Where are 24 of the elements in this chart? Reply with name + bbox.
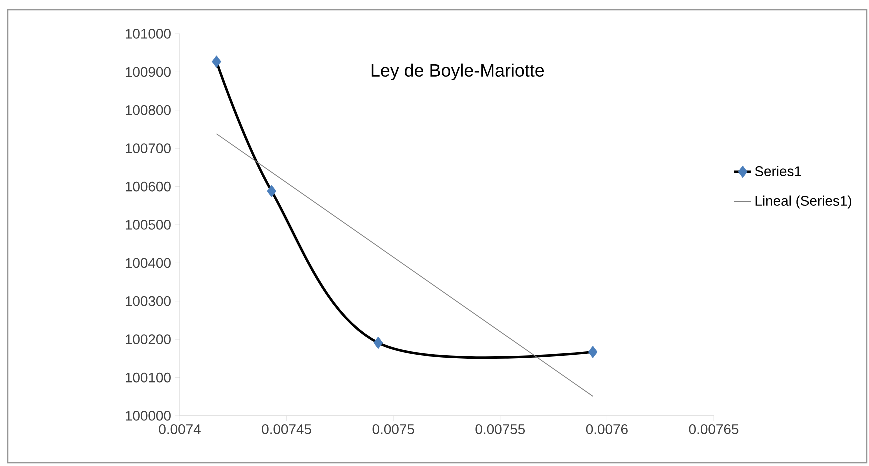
y-tick-label: 100800 bbox=[126, 105, 171, 116]
y-tick-label: 100400 bbox=[126, 258, 171, 268]
y-tick-label: 100700 bbox=[126, 144, 171, 154]
y-tick-label: 100000 bbox=[126, 411, 171, 421]
y-tick-label: 100900 bbox=[126, 67, 171, 78]
x-tick-label: 0.00755 bbox=[476, 424, 526, 434]
point bbox=[588, 346, 598, 358]
point bbox=[374, 336, 384, 350]
x-tick-label: 0.0074 bbox=[159, 424, 201, 434]
legend-label: Series1 bbox=[755, 166, 802, 176]
point bbox=[212, 56, 222, 68]
legend-label: Lineal (Series1) bbox=[756, 196, 852, 209]
y-tick-label: 100300 bbox=[126, 296, 171, 306]
x-tick-label: 0.0076 bbox=[586, 424, 628, 434]
y-tick-label: 101000 bbox=[126, 29, 171, 39]
y-tick-label: 100500 bbox=[126, 220, 171, 230]
text: Ley de Boyle-Mariotte bbox=[372, 64, 544, 81]
y-tick-label: 100100 bbox=[126, 372, 171, 383]
x-tick-label: 0.00765 bbox=[689, 424, 739, 434]
point bbox=[267, 185, 277, 198]
x-tick-label: 0.00745 bbox=[262, 424, 312, 434]
y-tick-label: 100200 bbox=[126, 334, 171, 345]
x-tick-label: 0.0075 bbox=[372, 424, 414, 434]
y-tick-label: 100600 bbox=[126, 182, 171, 192]
